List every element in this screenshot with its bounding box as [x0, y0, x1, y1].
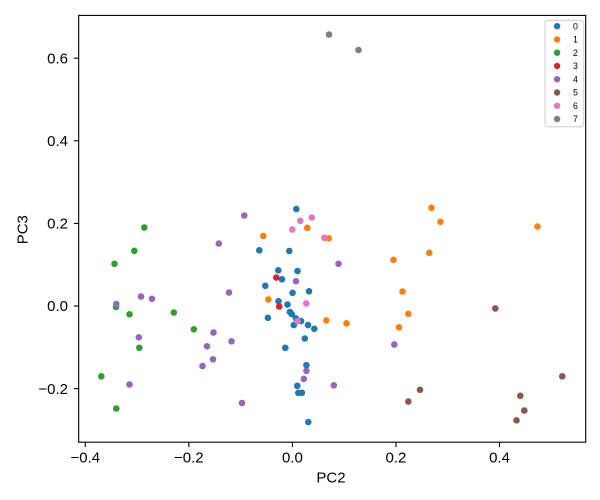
svg-text:2: 2 — [573, 48, 578, 58]
svg-text:3: 3 — [573, 61, 578, 71]
svg-text:1: 1 — [573, 35, 578, 45]
svg-text:5: 5 — [573, 88, 578, 98]
svg-text:0.2: 0.2 — [47, 216, 68, 233]
svg-text:7: 7 — [573, 114, 578, 124]
svg-text:−0.2: −0.2 — [174, 450, 204, 467]
svg-text:6: 6 — [573, 101, 578, 111]
svg-text:4: 4 — [573, 74, 578, 84]
svg-text:0.2: 0.2 — [386, 450, 407, 467]
svg-text:PC3: PC3 — [15, 215, 32, 244]
svg-text:0.6: 0.6 — [47, 50, 68, 67]
svg-text:0.4: 0.4 — [489, 450, 510, 467]
svg-text:0.0: 0.0 — [47, 298, 68, 315]
svg-text:0.4: 0.4 — [47, 133, 68, 150]
svg-text:PC2: PC2 — [316, 469, 345, 486]
svg-text:−0.2: −0.2 — [38, 381, 68, 398]
svg-text:0.0: 0.0 — [282, 450, 303, 467]
svg-text:−0.4: −0.4 — [70, 450, 100, 467]
svg-text:0: 0 — [573, 21, 578, 31]
